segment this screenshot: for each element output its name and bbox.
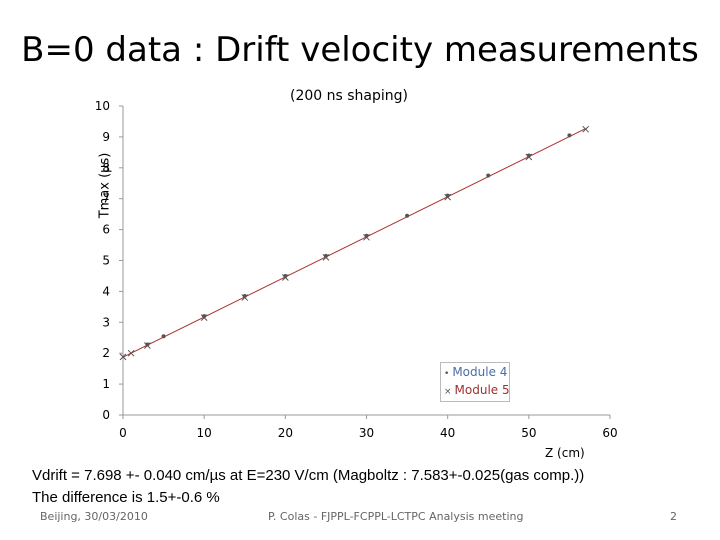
- legend-entry-module-5: × Module 5: [441, 381, 510, 399]
- data-point-module-5: [363, 233, 370, 241]
- chart-legend: • Module 4 × Module 5: [440, 362, 510, 402]
- x-tick-label: 50: [521, 426, 536, 440]
- y-tick-label: 10: [95, 99, 110, 113]
- y-tick-label: 1: [102, 377, 110, 391]
- y-tick-label: 5: [102, 254, 110, 268]
- drift-velocity-result: Vdrift = 7.698 +- 0.040 cm/µs at E=230 V…: [32, 467, 585, 484]
- legend-entry-module-4: • Module 4: [441, 363, 509, 381]
- data-point-module-4: [161, 334, 166, 339]
- y-tick-label: 8: [102, 161, 110, 175]
- x-axis-label: Z (cm): [545, 446, 585, 460]
- legend-label-module-4: Module 4: [452, 365, 508, 379]
- data-point-module-5: [525, 153, 533, 161]
- x-tick-label: 10: [197, 426, 212, 440]
- x-tick-label: 40: [440, 426, 455, 440]
- data-point-module-5: [143, 342, 151, 349]
- x-tick-label: 60: [602, 426, 617, 440]
- x-tick-label: 30: [359, 426, 374, 440]
- data-point-module-5: [241, 294, 249, 301]
- difference-result: The difference is 1.5+-0.6 %: [32, 489, 220, 506]
- data-point-module-5: [444, 193, 452, 201]
- data-point-module-5: [200, 314, 208, 322]
- data-point-module-4: [486, 173, 491, 178]
- footer-location-date: Beijing, 30/03/2010: [40, 510, 148, 523]
- data-point-module-5: [281, 274, 289, 281]
- y-tick-label: 2: [102, 346, 110, 360]
- data-point-module-5: [322, 254, 330, 261]
- footer-meeting: P. Colas - FJPPL-FCPPL-LCTPC Analysis me…: [268, 510, 524, 523]
- y-tick-label: 9: [102, 130, 110, 144]
- data-point-module-4: [145, 342, 150, 347]
- page-number: 2: [670, 510, 677, 523]
- fit-line: [122, 128, 586, 358]
- legend-label-module-5: Module 5: [454, 383, 510, 397]
- x-marker-icon: ×: [444, 387, 452, 397]
- data-point-module-5: [119, 353, 127, 361]
- data-point-module-5: [127, 349, 135, 357]
- y-tick-label: 7: [102, 192, 110, 206]
- y-tick-label: 3: [102, 315, 110, 329]
- data-point-module-4: [567, 133, 572, 138]
- x-tick-label: 20: [278, 426, 293, 440]
- chart-subtitle: (200 ns shaping): [290, 88, 408, 104]
- slide-title: B=0 data : Drift velocity measurements: [21, 30, 699, 70]
- data-point-module-5: [582, 125, 590, 133]
- y-tick-label: 0: [102, 408, 110, 422]
- data-point-module-4: [405, 213, 410, 218]
- dot-marker-icon: •: [444, 369, 450, 379]
- x-tick-label: 0: [119, 426, 127, 440]
- y-tick-label: 4: [102, 284, 110, 298]
- y-tick-label: 6: [102, 223, 110, 237]
